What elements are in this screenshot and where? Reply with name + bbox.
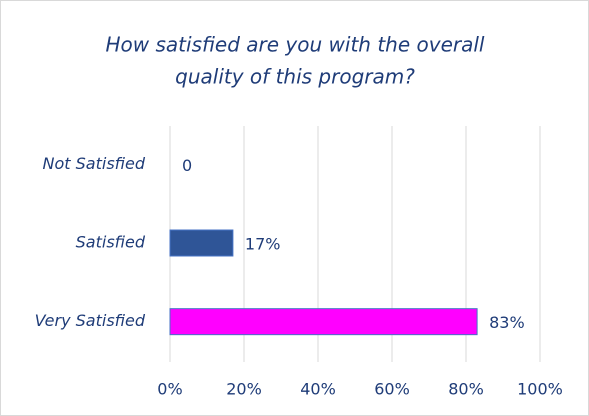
chart-title: How satisfied are you with the overall [106, 33, 485, 57]
bar [169, 229, 234, 257]
x-tick-label: 100% [517, 380, 563, 399]
x-tick-label: 80% [448, 380, 484, 399]
y-tick-label: Not Satisfied [43, 154, 146, 173]
x-tick-label: 0% [157, 380, 182, 399]
x-tick-label: 40% [300, 380, 336, 399]
value-label: 17% [245, 235, 281, 254]
chart-title: quality of this program? [175, 65, 415, 89]
value-label: 0 [182, 156, 192, 175]
y-tick-label: Satisfied [76, 233, 146, 252]
x-tick-label: 60% [374, 380, 410, 399]
x-tick-label: 20% [226, 380, 262, 399]
bar [169, 308, 478, 336]
value-label: 83% [489, 313, 525, 332]
y-tick-label: Very Satisfied [35, 311, 146, 330]
